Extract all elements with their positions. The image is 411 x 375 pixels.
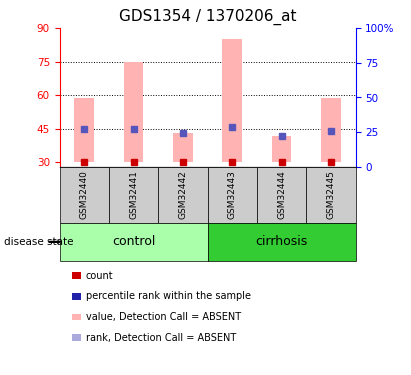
Bar: [321, 98, 341, 162]
Text: GSM32441: GSM32441: [129, 171, 138, 219]
Text: percentile rank within the sample: percentile rank within the sample: [86, 291, 251, 301]
Bar: [208, 167, 257, 223]
Bar: [306, 167, 356, 223]
Title: GDS1354 / 1370206_at: GDS1354 / 1370206_at: [119, 9, 296, 26]
Text: GSM32442: GSM32442: [178, 171, 187, 219]
Text: disease state: disease state: [4, 237, 74, 247]
Text: GSM32444: GSM32444: [277, 171, 286, 219]
Bar: [173, 133, 193, 162]
Bar: [272, 135, 291, 162]
Text: GSM32440: GSM32440: [80, 171, 89, 219]
Bar: [158, 167, 208, 223]
Bar: [124, 62, 143, 162]
Text: GSM32445: GSM32445: [326, 171, 335, 219]
Text: control: control: [112, 236, 155, 248]
Text: cirrhosis: cirrhosis: [255, 236, 308, 248]
Bar: [222, 39, 242, 162]
Bar: [109, 167, 158, 223]
Bar: [257, 167, 306, 223]
Text: GSM32443: GSM32443: [228, 171, 237, 219]
Bar: [208, 223, 356, 261]
Bar: [60, 223, 208, 261]
Text: count: count: [86, 271, 113, 280]
Bar: [60, 167, 109, 223]
Bar: [74, 98, 94, 162]
Text: value, Detection Call = ABSENT: value, Detection Call = ABSENT: [86, 312, 241, 322]
Text: rank, Detection Call = ABSENT: rank, Detection Call = ABSENT: [86, 333, 236, 342]
